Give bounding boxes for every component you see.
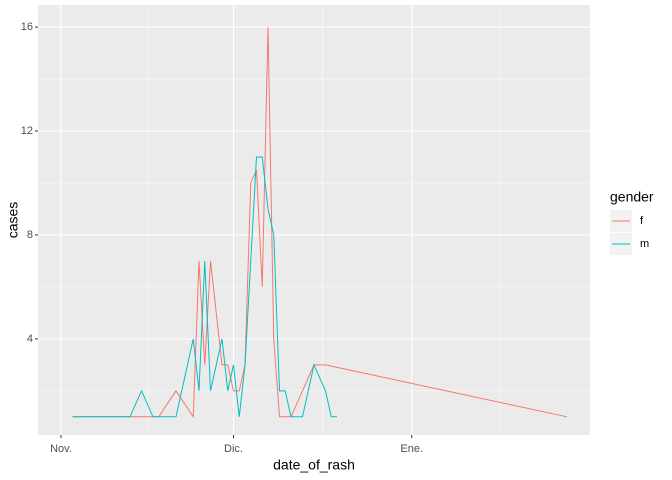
y-tick-label: 4 <box>27 333 33 345</box>
marks <box>72 27 568 419</box>
legend-title: gender <box>610 189 654 205</box>
panel <box>38 5 590 435</box>
grid <box>38 5 590 435</box>
y-tick-label: 12 <box>21 125 33 137</box>
legend-label: f <box>640 215 644 227</box>
series-line <box>72 156 337 418</box>
x-axis-title: date_of_rash <box>273 457 355 473</box>
legend-label: m <box>640 238 649 250</box>
x-tick-label: Ene. <box>400 443 423 455</box>
series-line <box>72 27 568 419</box>
x-tick-label: Dic. <box>224 443 243 455</box>
y-axis-title: cases <box>5 202 21 239</box>
y-tick-label: 16 <box>21 21 33 33</box>
y-tick-label: 8 <box>27 229 33 241</box>
x-tick-label: Nov. <box>50 443 72 455</box>
